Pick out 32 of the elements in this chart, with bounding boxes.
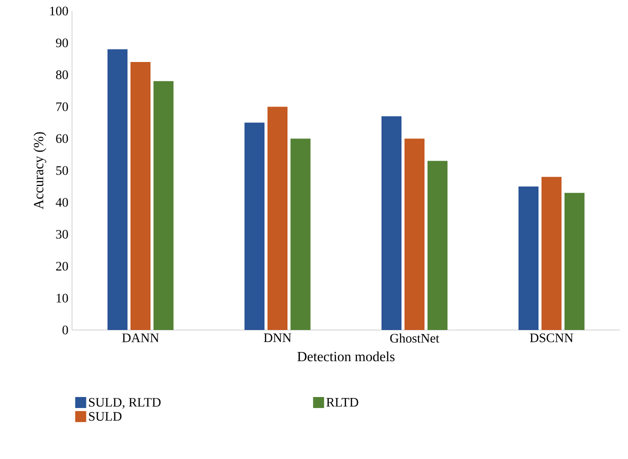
y-axis-title: Accuracy (%) (34, 132, 46, 210)
y-tick-label: 90 (56, 38, 68, 48)
bar (154, 81, 174, 330)
y-tick-label: 50 (56, 166, 68, 175)
x-tick-label: DANN (122, 334, 159, 342)
x-tick-label: DSCNN (530, 334, 574, 342)
bar (268, 106, 288, 330)
bar (542, 176, 562, 330)
y-tick-label: 60 (56, 134, 68, 143)
bar (428, 160, 448, 330)
y-tick-label: 0 (62, 326, 68, 334)
y-tick-label: 80 (56, 70, 68, 80)
y-tick-label: 70 (56, 102, 68, 112)
bar (404, 138, 425, 330)
legend-label: RLTD (326, 398, 358, 407)
x-axis-title: Detection models (297, 351, 395, 362)
bar (518, 186, 539, 330)
bar (290, 138, 311, 330)
y-tick-label: 30 (56, 230, 68, 239)
bar (382, 116, 402, 330)
y-tick-label: 40 (56, 198, 68, 207)
bar (130, 62, 150, 330)
x-tick-label: GhostNet (390, 334, 440, 343)
y-tick-label: 20 (56, 262, 68, 271)
y-tick-label: 100 (50, 6, 68, 16)
legend-label: SULD, RLTD (89, 398, 161, 409)
bar (108, 49, 128, 330)
bar (244, 122, 265, 330)
y-tick-label: 10 (56, 294, 68, 302)
bar (564, 192, 585, 330)
x-tick-label: DNN (264, 334, 292, 342)
legend-label: SULD (89, 412, 122, 421)
